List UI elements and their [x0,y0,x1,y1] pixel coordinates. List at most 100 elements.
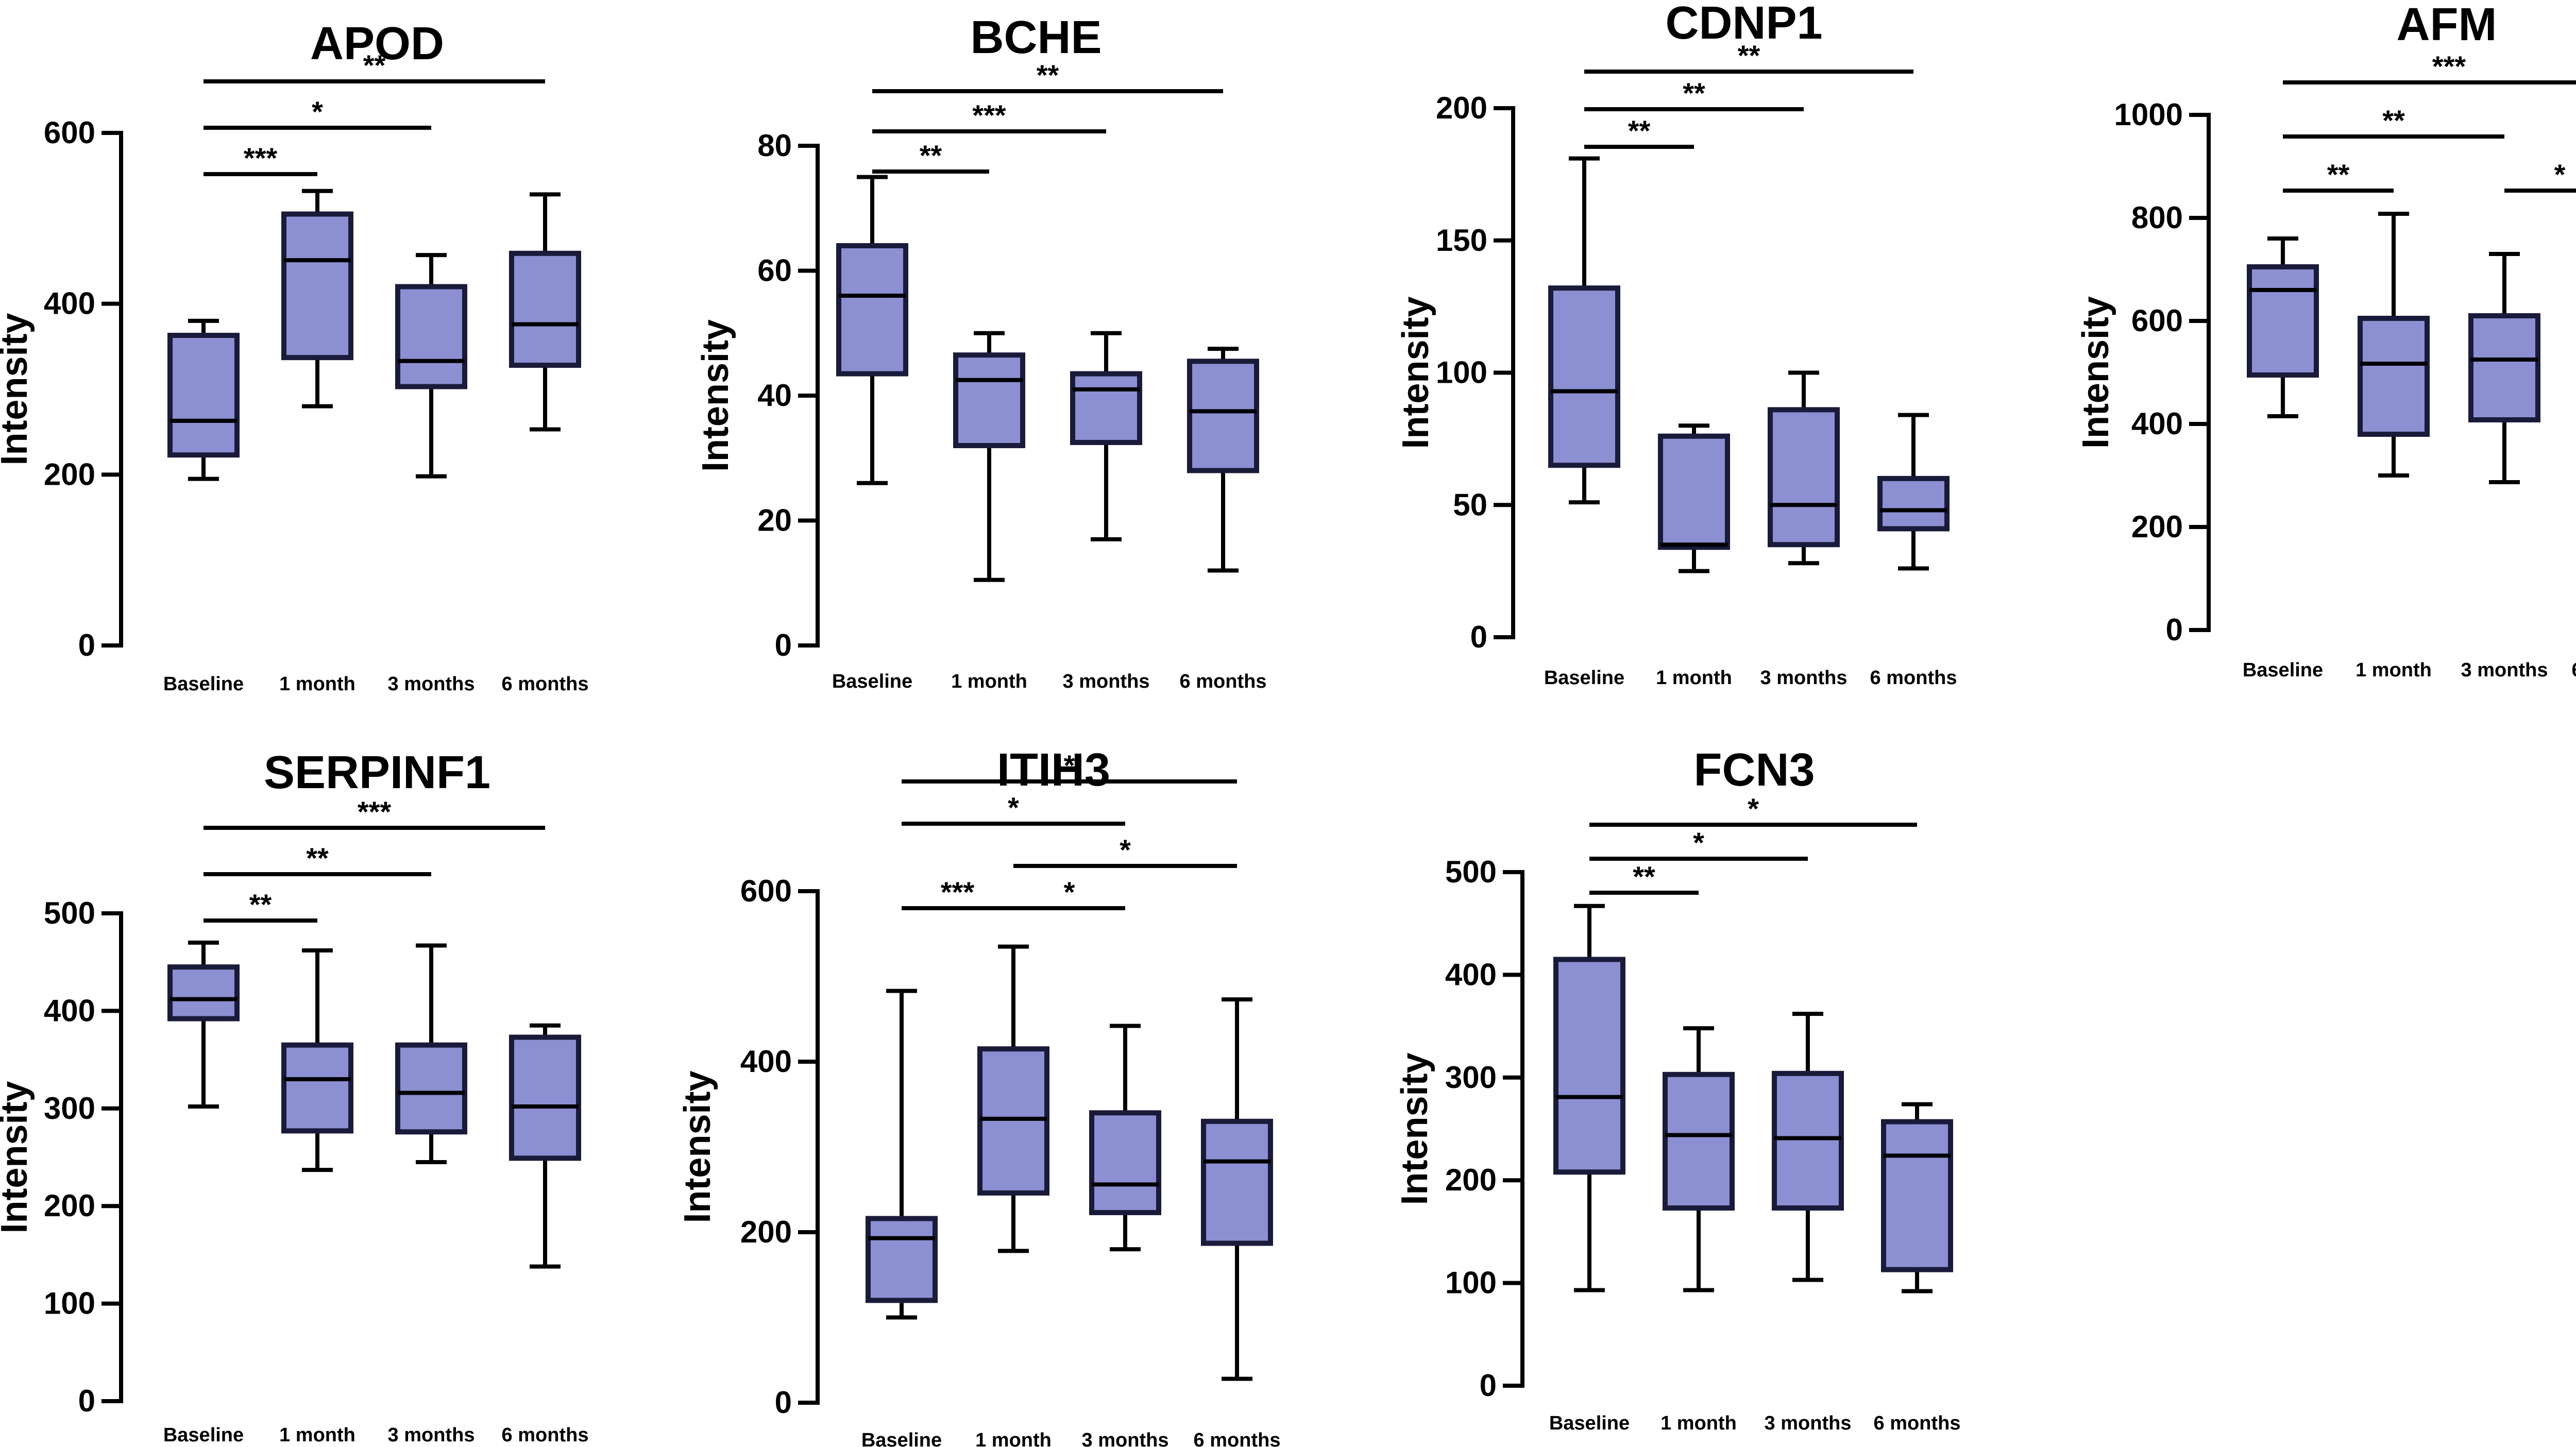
y-tick-label: 100 [44,1286,95,1321]
iqr-box [2468,313,2540,422]
iqr-box [1877,475,1950,532]
box-6-months [1187,347,1259,573]
box-3-months [395,253,467,479]
x-tick-label: 6 months [502,673,589,695]
iqr-box [2247,264,2319,378]
iqr-box [509,1034,581,1161]
chart-title: ITIH3 [997,744,1110,796]
x-tick-label: 1 month [1656,667,1732,689]
y-tick-label: 200 [2131,509,2183,544]
significance-label: ** [920,139,942,172]
x-tick-label: 3 months [2461,659,2548,681]
y-tick-label: 600 [44,115,95,150]
x-tick-label: Baseline [861,1429,942,1447]
y-tick-label: 300 [44,1091,95,1126]
y-tick-label: 150 [1436,223,1487,258]
box-3-months [1772,1012,1844,1282]
iqr-box [1881,1119,1953,1272]
x-tick-label: 6 months [2572,659,2576,681]
chart-title: FCN3 [1693,744,1815,796]
significance-label: * [1120,833,1131,866]
box-1-month [1663,1026,1735,1292]
significance-label: ** [1738,39,1760,72]
iqr-box [167,333,240,458]
significance-label: * [1064,749,1075,781]
y-axis-label: Intensity [1395,296,1436,449]
x-tick-label: Baseline [163,673,244,695]
chart-panel-fcn3: FCN3 Intensity 0 100 200 300 400 500 Baseline 1 m… [1394,744,1960,1434]
y-tick-label: 40 [757,378,792,413]
chart-panel-serpinf1: SERPINF1 Intensity 0 100 200 300 400 500 Baselin… [0,747,588,1446]
x-tick-label: 6 months [1194,1429,1281,1447]
y-tick-label: 500 [1445,855,1497,889]
iqr-box [836,243,908,377]
significance-label: * [1064,876,1075,908]
x-tick-label: 3 months [1063,671,1150,692]
box-baseline [836,175,908,485]
x-tick-label: Baseline [163,1424,244,1446]
chart-panel-bche: BCHE Intensity 0 20 40 60 80 Baseline 1 month 3 m… [695,12,1266,692]
box-baseline [2247,236,2319,418]
significance-label: ** [1628,114,1651,147]
box-6-months [1201,997,1273,1381]
x-tick-label: 1 month [279,1424,355,1446]
iqr-box [1089,1110,1161,1215]
x-tick-label: 1 month [1660,1412,1737,1434]
y-tick-label: 500 [44,896,95,930]
iqr-box [1772,1070,1844,1211]
box-baseline [1553,904,1625,1292]
x-tick-label: 1 month [279,673,355,695]
y-tick-label: 0 [775,628,792,662]
iqr-box [167,964,240,1022]
y-tick-label: 400 [44,286,95,321]
y-tick-label: 0 [2166,612,2183,647]
x-tick-label: 1 month [2355,659,2432,681]
y-tick-label: 600 [2131,303,2183,338]
significance-label: * [1748,792,1759,825]
x-tick-label: 1 month [951,671,1027,692]
y-tick-label: 600 [740,874,792,908]
box-6-months [509,192,581,432]
y-tick-label: 0 [1470,620,1487,654]
significance-label: * [312,95,323,128]
x-tick-label: Baseline [1544,667,1624,689]
x-tick-label: Baseline [832,671,912,692]
box-3-months [1070,331,1142,541]
y-axis-label: Intensity [695,319,736,472]
y-axis-label: Intensity [677,1070,718,1223]
significance-label: * [1693,826,1704,859]
iqr-box [395,284,467,389]
significance-label: *** [244,142,278,174]
box-6-months [1881,1102,1953,1293]
box-1-month [281,189,353,408]
box-3-months [1768,370,1840,566]
y-axis-label: Intensity [0,1081,35,1233]
x-tick-label: 3 months [1765,1412,1852,1434]
chart-title: AFM [2397,0,2497,50]
y-tick-label: 400 [1445,957,1497,992]
significance-label: *** [972,99,1006,131]
y-tick-label: 200 [44,457,95,491]
chart-panel-cdnp1: CDNP1 Intensity 0 50 100 150 200 Baseline 1 mont… [1395,0,1957,689]
box-6-months [1877,413,1950,571]
significance-label: * [1008,791,1019,824]
iqr-box [281,1042,353,1134]
x-tick-label: 3 months [388,1424,475,1446]
y-tick-label: 80 [757,128,792,163]
y-tick-label: 800 [2131,200,2183,235]
iqr-box [1187,359,1259,473]
y-tick-label: 50 [1453,487,1487,522]
significance-label: * [2554,158,2566,191]
y-tick-label: 0 [775,1385,792,1420]
box-1-month [977,944,1049,1253]
x-tick-label: 3 months [1760,667,1848,689]
y-tick-label: 60 [757,253,792,288]
significance-label: *** [358,795,392,828]
chart-title: BCHE [970,12,1101,63]
significance-label: ** [306,842,329,874]
box-3-months [1089,1024,1161,1252]
iqr-box [1553,957,1625,1175]
y-tick-label: 100 [1445,1266,1497,1300]
y-tick-label: 0 [78,628,95,662]
